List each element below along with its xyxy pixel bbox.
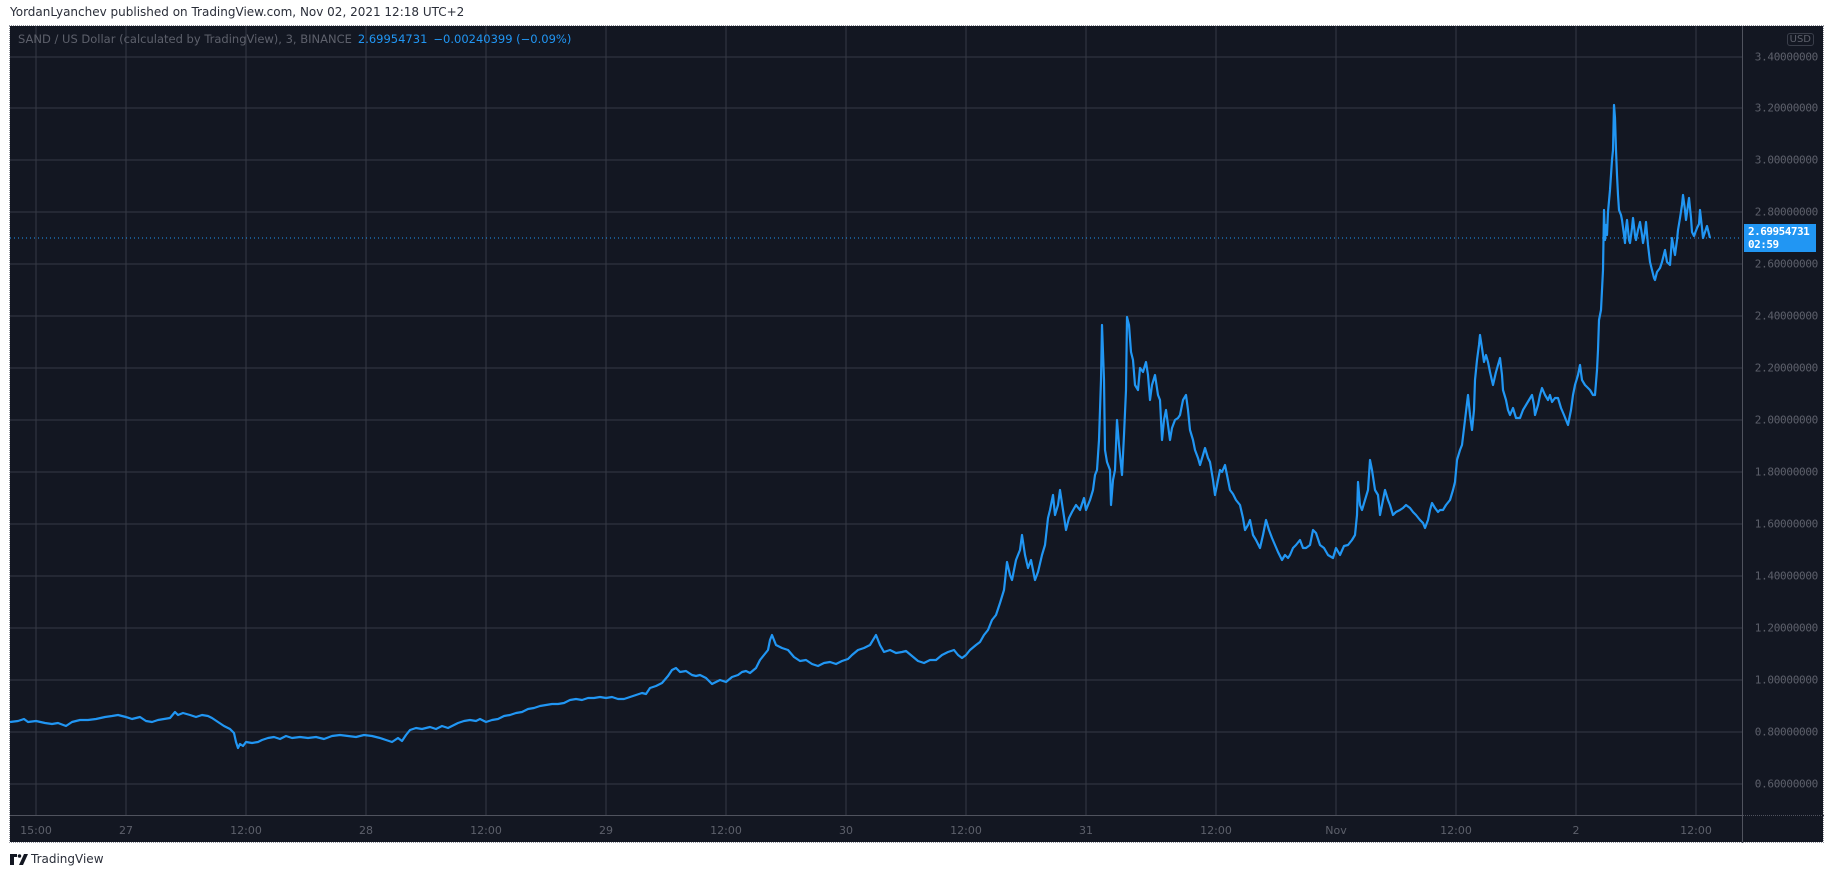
time-axis-label: 30 (839, 824, 853, 837)
grid (10, 26, 1742, 815)
price-axis-label: 2.00000000 (1754, 413, 1819, 427)
price-axis-label: 1.80000000 (1754, 465, 1819, 479)
time-axis-label: 12:00 (950, 824, 982, 837)
price-line (10, 103, 1712, 750)
price-axis-label: 3.40000000 (1754, 50, 1819, 64)
currency-badge[interactable]: USD (1786, 33, 1814, 46)
time-axis-label: 29 (599, 824, 613, 837)
price-axis-label: 3.20000000 (1754, 101, 1819, 115)
price-axis-label: 2.60000000 (1754, 257, 1819, 271)
time-axis-label: 2 (1572, 824, 1580, 837)
price-axis-label: 2.80000000 (1754, 205, 1819, 219)
price-axis[interactable]: USD 3.40000000 3.20000000 3.00000000 2.8… (1742, 26, 1824, 815)
price-axis-label: 1.00000000 (1754, 673, 1819, 687)
time-axis-label: 12:00 (1440, 824, 1472, 837)
time-axis-label: 12:00 (1680, 824, 1712, 837)
price-axis-label: 2.40000000 (1754, 309, 1819, 323)
price-change: −0.00240399 (−0.09%) (433, 32, 572, 46)
time-axis[interactable]: 15:00 27 12:00 28 12:00 29 12:00 30 12:0… (10, 815, 1742, 843)
brand-name: TradingView (31, 852, 104, 866)
price-axis-label: 1.40000000 (1754, 569, 1819, 583)
price-axis-label: 0.80000000 (1754, 725, 1819, 739)
last-price: 2.69954731 (357, 32, 428, 46)
symbol-description: SAND / US Dollar (calculated by TradingV… (18, 32, 352, 46)
chart-pane[interactable]: SAND / US Dollar (calculated by TradingV… (10, 26, 1742, 815)
time-axis-label: 31 (1079, 824, 1093, 837)
price-axis-label: 2.20000000 (1754, 361, 1819, 375)
time-axis-label: 12:00 (470, 824, 502, 837)
price-axis-label: 1.60000000 (1754, 517, 1819, 531)
axis-corner (1742, 815, 1824, 843)
price-axis-label: 0.60000000 (1754, 777, 1819, 791)
last-price-tag: 2.69954731 02:59 (1744, 224, 1816, 252)
time-axis-label: 12:00 (230, 824, 262, 837)
published-line: YordanLyanchev published on TradingView.… (10, 5, 465, 19)
tradingview-logo[interactable]: TradingView (10, 852, 104, 866)
symbol-legend[interactable]: SAND / US Dollar (calculated by TradingV… (18, 32, 571, 46)
price-tag-countdown: 02:59 (1748, 238, 1779, 251)
price-axis-label: 3.00000000 (1754, 153, 1819, 167)
time-axis-label: Nov (1325, 824, 1347, 837)
price-chart (10, 26, 1742, 815)
time-axis-label: 12:00 (710, 824, 742, 837)
time-axis-label: 12:00 (1200, 824, 1232, 837)
price-axis-label: 1.20000000 (1754, 621, 1819, 635)
price-tag-value: 2.69954731 (1748, 225, 1810, 238)
chart-frame: SAND / US Dollar (calculated by TradingV… (9, 25, 1824, 843)
time-axis-label: 28 (359, 824, 373, 837)
time-axis-label: 27 (119, 824, 133, 837)
tradingview-logo-icon (10, 853, 28, 865)
time-axis-label: 15:00 (20, 824, 52, 837)
